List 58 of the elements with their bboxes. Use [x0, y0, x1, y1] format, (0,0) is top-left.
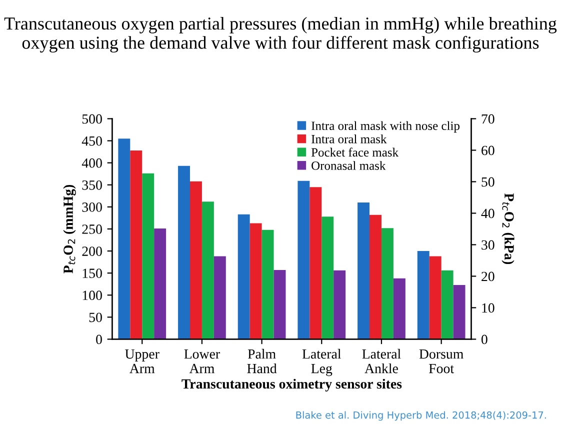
bar: [238, 214, 250, 340]
bar: [358, 202, 370, 340]
y2-tick-label: 50: [482, 177, 494, 187]
x-tick-label: Lower Arm: [184, 349, 220, 374]
y2-tick-label: 30: [482, 240, 494, 250]
bar: [130, 150, 142, 340]
x-tick-label: Palm Hand: [247, 348, 277, 374]
x-tick-label: Lateral Leg: [302, 348, 342, 376]
bar: [334, 270, 346, 340]
bar: [441, 270, 454, 340]
y-tick-label: 150: [82, 268, 102, 278]
bar: [322, 216, 334, 340]
y2-tick-label: 20: [482, 272, 494, 282]
y2-tick-label: 60: [482, 146, 494, 156]
x-axis-title: Transcutaneous oximetry sensor sites: [182, 378, 402, 392]
bar: [417, 251, 430, 340]
legend-label: Intra oral mask with nose clip: [312, 121, 460, 133]
legend-label: Oronasal mask: [312, 161, 386, 170]
y2-tick-label: 70: [482, 114, 494, 124]
y-tick-label: 400: [82, 158, 102, 168]
y-tick-label: 450: [82, 136, 102, 146]
bar: [262, 230, 274, 340]
y2-tick-label: 40: [481, 208, 494, 218]
y-tick-label: 350: [82, 180, 102, 190]
y-tick-label: 250: [82, 224, 102, 234]
text: Blake et al. Diving Hyperb Med. 2018;48(4):209-17.: [296, 411, 546, 421]
bar: [214, 256, 226, 340]
bar: [154, 228, 166, 340]
bar: [310, 187, 322, 340]
y-tick-label: 500: [82, 114, 102, 124]
bar: [298, 180, 310, 340]
y2-axis-title: P$_{tc}$O$_{2}$ (kPa): [502, 193, 514, 264]
bar: [393, 278, 406, 340]
bar: [370, 214, 382, 340]
y2-tick-label: 10: [482, 303, 494, 313]
legend-label: Intra oral mask: [312, 134, 387, 144]
bar: [250, 223, 262, 340]
bar: [274, 270, 286, 340]
y2-tick-label: 0: [481, 334, 488, 344]
bar: [142, 173, 154, 340]
y-tick-label: 0: [96, 334, 102, 344]
bar: [118, 138, 130, 340]
bar: [453, 284, 466, 340]
chart-title: Transcutaneous oxygen partial pressures (median in mmHg) while breathing oxygen using the demand valve with four different mask configurations: [4, 16, 557, 53]
bar: [190, 181, 202, 340]
bar: [202, 202, 214, 340]
y-axis-title: P$_{tc}$O$_{2}$ (mmHg): [63, 184, 76, 274]
y-tick-label: 300: [82, 202, 102, 212]
bar: [429, 256, 442, 340]
bar: [178, 166, 190, 340]
x-tick-label: Upper Arm: [125, 349, 160, 374]
legend-label: Pocket face mask: [311, 148, 399, 157]
y-tick-label: 50: [89, 312, 102, 322]
y-tick-label: 200: [82, 246, 102, 256]
y-tick-label: 100: [82, 290, 102, 300]
x-tick-label: Dorsum Foot: [419, 349, 464, 374]
bar: [381, 228, 394, 340]
x-tick-label: Lateral Ankle: [362, 348, 401, 374]
